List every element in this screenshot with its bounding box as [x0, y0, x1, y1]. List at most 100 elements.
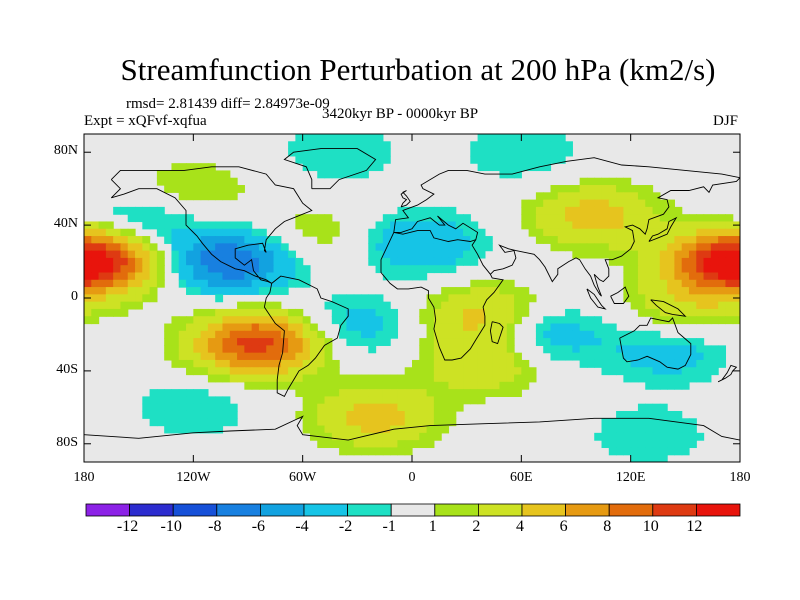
field-cell — [295, 134, 304, 142]
field-cell — [390, 418, 399, 427]
field-cell — [295, 338, 304, 346]
field-cell — [222, 228, 231, 237]
field-cell — [674, 243, 683, 252]
field-cell — [164, 177, 173, 186]
field-cell — [419, 389, 428, 397]
field-cell — [142, 287, 151, 295]
field-cell — [193, 330, 202, 339]
field-cell — [215, 265, 224, 274]
field-cell — [419, 374, 428, 383]
field-cell — [222, 418, 231, 427]
field-cell — [339, 141, 347, 150]
field-cell — [164, 330, 173, 339]
field-cell — [696, 214, 705, 223]
field-cell — [302, 134, 311, 142]
field-cell — [200, 221, 209, 230]
field-cell — [426, 359, 435, 368]
field-cell — [207, 330, 216, 339]
field-cell — [324, 134, 333, 142]
field-cell — [688, 257, 697, 266]
field-cell — [645, 301, 654, 310]
field-cell — [543, 134, 552, 142]
field-cell — [426, 228, 435, 237]
field-cell — [455, 396, 464, 405]
field-cell — [91, 294, 100, 303]
field-cell — [404, 265, 413, 274]
field-cell — [674, 206, 683, 215]
field-cell — [266, 272, 275, 281]
field-cell — [594, 323, 603, 332]
field-cell — [200, 287, 209, 295]
field-cell — [302, 381, 311, 390]
field-cell — [623, 287, 632, 295]
field-cell — [623, 192, 632, 201]
field-cell — [164, 236, 173, 244]
field-cell — [426, 352, 435, 361]
field-cell — [200, 403, 209, 412]
field-cell — [652, 214, 661, 223]
field-cell — [616, 352, 624, 361]
field-cell — [360, 323, 369, 332]
field-cell — [506, 352, 515, 361]
field-cell — [229, 236, 238, 244]
field-cell — [630, 301, 639, 310]
field-cell — [317, 374, 326, 383]
y-tick-label: 80N — [53, 143, 78, 159]
field-cell — [244, 221, 253, 230]
field-cell — [652, 367, 661, 376]
field-cell — [390, 250, 399, 259]
field-cell — [200, 192, 209, 201]
field-cell — [441, 410, 450, 419]
field-cell — [579, 250, 588, 259]
field-cell — [309, 359, 318, 368]
field-cell — [514, 155, 522, 164]
field-cell — [280, 308, 289, 317]
field-cell — [135, 250, 143, 259]
field-cell — [616, 432, 624, 441]
field-cell — [601, 192, 610, 201]
field-cell — [244, 228, 253, 237]
field-cell — [652, 338, 661, 346]
field-cell — [397, 243, 406, 252]
field-cell — [710, 214, 719, 223]
field-cell — [441, 352, 450, 361]
field-cell — [135, 301, 143, 310]
field-cell — [295, 214, 304, 223]
field-cell — [339, 432, 347, 441]
field-cell — [521, 359, 530, 368]
field-cell — [528, 155, 537, 164]
field-cell — [535, 228, 544, 237]
field-cell — [142, 410, 151, 419]
field-cell — [484, 243, 493, 252]
field-cell — [149, 214, 158, 223]
field-cell — [237, 279, 245, 288]
field-cell — [207, 287, 216, 295]
field-cell — [302, 389, 311, 397]
field-cell — [441, 389, 450, 397]
field-cell — [703, 279, 712, 288]
field-cell — [667, 440, 675, 449]
field-cell — [630, 236, 639, 244]
field-cell — [200, 250, 209, 259]
field-cell — [652, 206, 661, 215]
field-cell — [594, 192, 603, 201]
field-cell — [346, 425, 355, 434]
field-cell — [353, 316, 362, 325]
field-cell — [659, 308, 668, 317]
field-cell — [579, 177, 588, 186]
field-cell — [601, 228, 610, 237]
field-cell — [339, 447, 347, 456]
field-cell — [222, 308, 231, 317]
field-cell — [528, 374, 537, 383]
field-cell — [266, 323, 275, 332]
field-cell — [645, 425, 654, 434]
field-cell — [368, 323, 377, 332]
field-cell — [360, 374, 369, 383]
field-cell — [193, 192, 202, 201]
field-cell — [273, 323, 282, 332]
field-cell — [317, 425, 326, 434]
field-cell — [222, 236, 231, 244]
field-cell — [448, 410, 457, 419]
field-cell — [171, 403, 180, 412]
field-cell — [659, 374, 668, 383]
